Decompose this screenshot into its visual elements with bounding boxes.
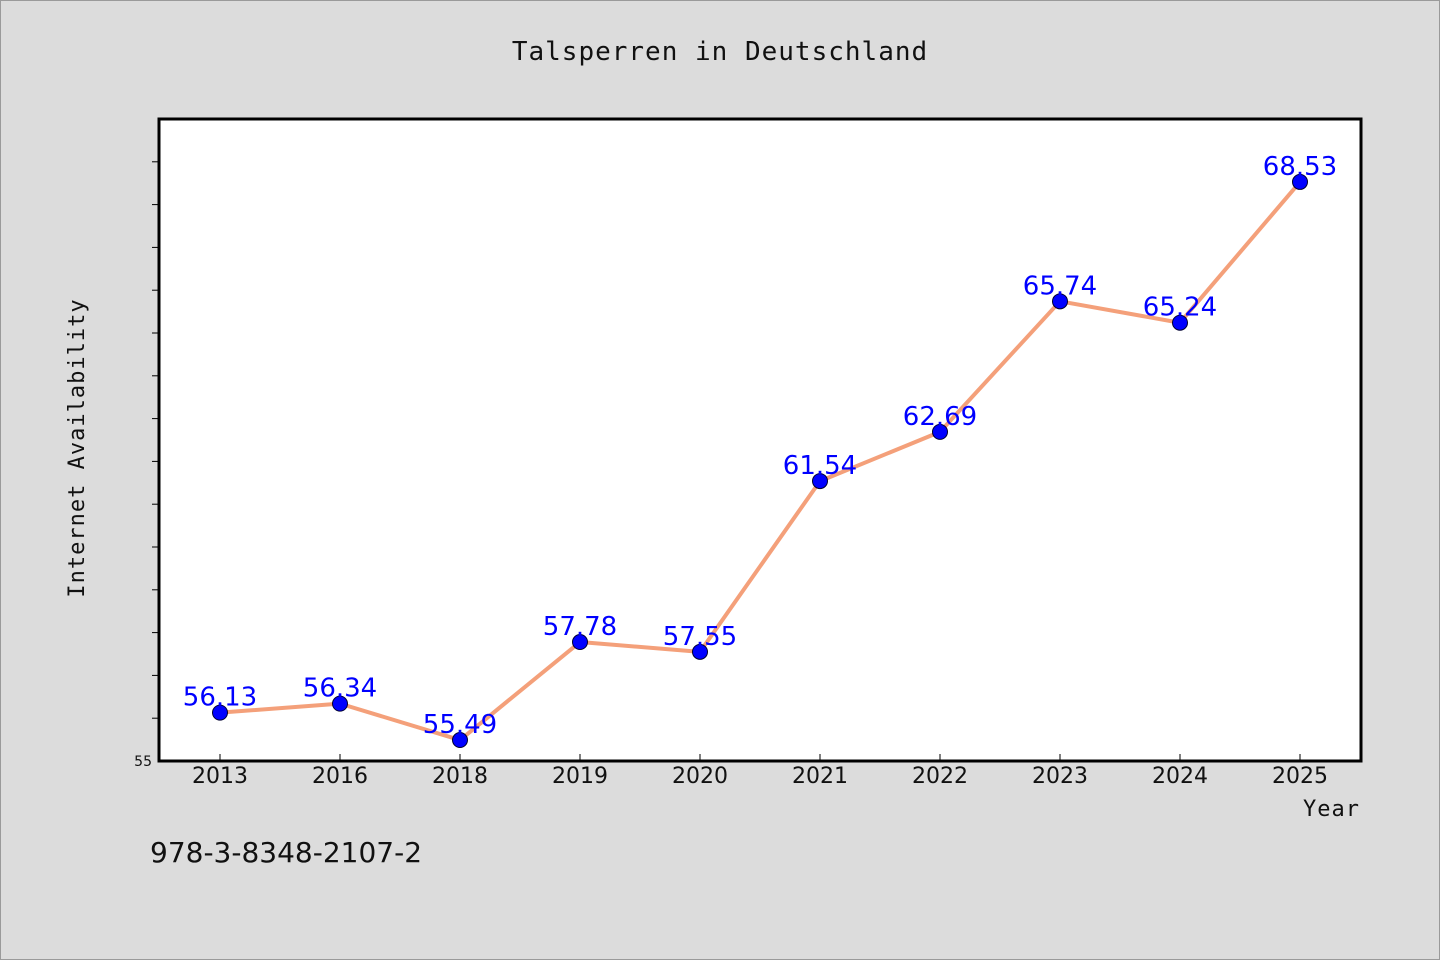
data-label-2025: 68.53 bbox=[1263, 152, 1337, 182]
x-tick-label-2016: 2016 bbox=[312, 764, 368, 789]
x-tick-label-2018: 2018 bbox=[432, 764, 488, 789]
chart-title: Talsperren in Deutschland bbox=[512, 37, 928, 67]
data-label-2020: 57.55 bbox=[663, 622, 737, 652]
data-label-2022: 62.69 bbox=[903, 402, 977, 432]
y-axis-label: Internet Availability bbox=[65, 298, 90, 597]
series-layer: 56.13 56.34 55.49 57.78 57.55 61.54 62.69 65.74… bbox=[183, 152, 1337, 749]
isbn-text: 978-3-8348-2107-2 bbox=[150, 836, 422, 869]
data-point-2020 bbox=[692, 643, 708, 660]
data-label-2021: 61.54 bbox=[783, 451, 857, 481]
plot-area bbox=[157, 117, 1363, 763]
data-point-2024 bbox=[1172, 314, 1188, 331]
data-label-2013: 56.13 bbox=[183, 683, 257, 713]
data-point-2016 bbox=[332, 695, 348, 712]
x-tick-label-2021: 2021 bbox=[792, 764, 848, 789]
data-label-2019: 57.78 bbox=[543, 612, 617, 642]
data-point-2013 bbox=[212, 704, 228, 721]
data-label-2024: 65.24 bbox=[1143, 293, 1217, 323]
x-tick-label-2013: 2013 bbox=[192, 764, 248, 789]
x-tick-label-2022: 2022 bbox=[912, 764, 968, 789]
data-point-2025 bbox=[1292, 173, 1308, 190]
data-label-2016: 56.34 bbox=[303, 674, 377, 704]
data-point-2022 bbox=[932, 423, 948, 440]
data-label-2023: 65.74 bbox=[1023, 271, 1097, 301]
series-line bbox=[219, 180, 1302, 743]
x-tick-label-2019: 2019 bbox=[552, 764, 608, 789]
data-point-2023 bbox=[1052, 293, 1068, 310]
x-axis-ticks: 2013 2016 2018 2019 2020 2021 2022 2023 2024 2025 bbox=[192, 754, 1328, 789]
x-tick-label-2020: 2020 bbox=[672, 764, 728, 789]
x-tick-label-2024: 2024 bbox=[1152, 764, 1208, 789]
y-axis-ticks: 55 bbox=[134, 161, 158, 770]
y-tick-label-55: 55 bbox=[134, 754, 152, 770]
x-axis-label: Year bbox=[1303, 797, 1360, 822]
x-tick-label-2023: 2023 bbox=[1032, 764, 1088, 789]
data-point-2021 bbox=[812, 473, 828, 490]
data-label-2018: 55.49 bbox=[423, 710, 497, 740]
x-tick-label-2025: 2025 bbox=[1272, 764, 1328, 789]
data-point-2018 bbox=[452, 732, 468, 749]
data-point-2019 bbox=[572, 634, 588, 651]
